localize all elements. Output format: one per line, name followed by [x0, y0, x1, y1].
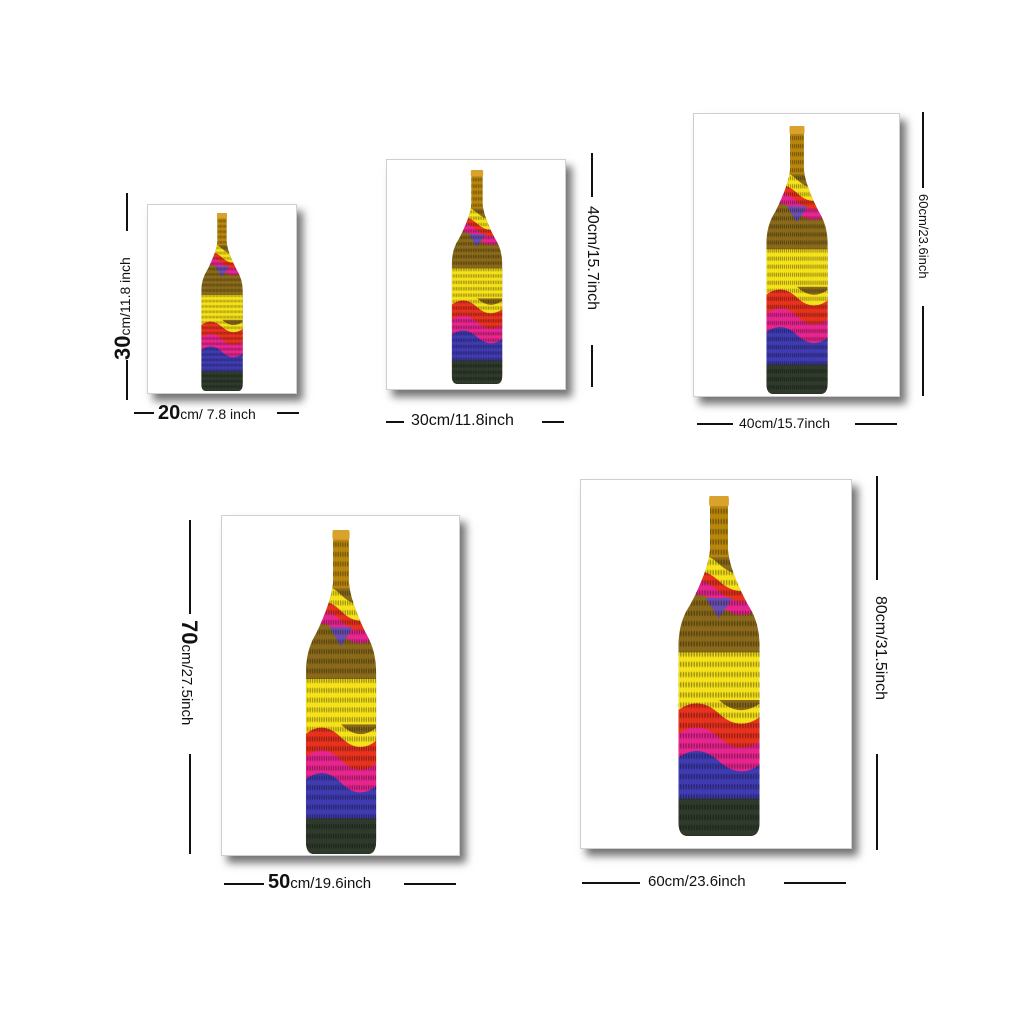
canvas-print-20x30[interactable]: [147, 204, 297, 394]
bottle-image: [148, 205, 296, 393]
canvas-print-40x60[interactable]: [693, 113, 900, 397]
height-line-bottom: [126, 360, 128, 400]
width-line-right: [404, 883, 456, 885]
width-line-left: [134, 412, 154, 414]
width-line-left: [224, 883, 264, 885]
height-label: 30cm/11.8 inch: [110, 257, 135, 360]
bottle-image: [694, 114, 899, 396]
width-label: 40cm/15.7inch: [739, 415, 831, 431]
height-line-bottom: [189, 754, 191, 854]
width-label: 50cm/19.6inch: [268, 871, 372, 893]
height-line-bottom: [922, 306, 924, 396]
height-label: 70cm/27.5inch: [177, 620, 202, 726]
bottle-image: [387, 160, 565, 389]
height-line-top: [922, 112, 924, 188]
width-label: 30cm/11.8inch: [411, 412, 514, 429]
bottle-image: [581, 480, 851, 848]
height-line-top: [126, 193, 128, 231]
canvas-print-30x40[interactable]: [386, 159, 566, 390]
height-line-bottom: [591, 345, 593, 387]
height-label: 40cm/15.7inch: [584, 206, 601, 311]
height-line-bottom: [876, 754, 878, 850]
width-line-right: [277, 412, 299, 414]
height-line-top: [591, 153, 593, 197]
width-line-right: [784, 882, 846, 884]
width-label: 60cm/23.6inch: [648, 873, 746, 890]
bottle-image: [222, 516, 459, 855]
height-line-top: [189, 520, 191, 614]
width-line-left: [697, 423, 733, 425]
height-line-top: [876, 476, 878, 580]
canvas-print-60x80[interactable]: [580, 479, 852, 849]
width-line-right: [542, 421, 564, 423]
width-line-left: [582, 882, 640, 884]
height-label: 80cm/31.5inch: [872, 596, 889, 701]
height-label: 60cm/23.6inch: [916, 194, 931, 279]
width-line-right: [855, 423, 897, 425]
width-line-left: [386, 421, 404, 423]
canvas-print-50x70[interactable]: [221, 515, 460, 856]
width-label: 20cm/ 7.8 inch: [158, 402, 256, 424]
